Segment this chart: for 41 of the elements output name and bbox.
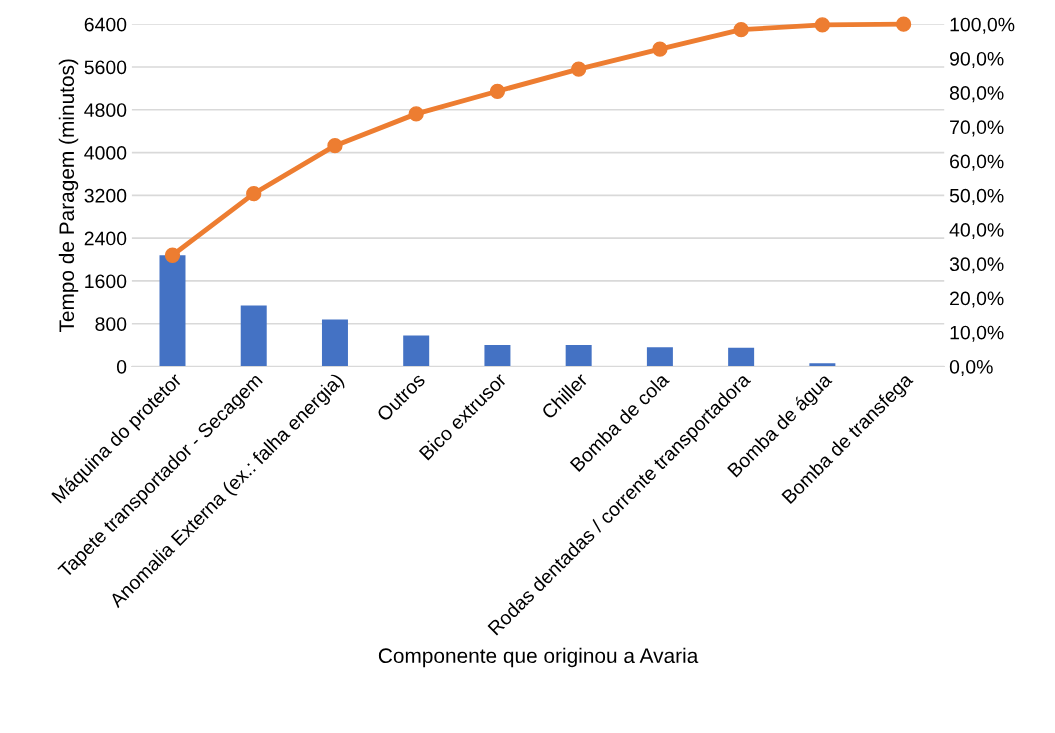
y-tick-label: 6400 [84, 17, 127, 32]
point [489, 83, 506, 99]
bar [403, 335, 430, 367]
y-tick-label: 4800 [84, 103, 127, 117]
bar [728, 347, 755, 367]
bar [646, 347, 673, 367]
bar [240, 305, 267, 367]
y2-tick-label: 20,0% [950, 291, 1004, 308]
point [895, 16, 912, 32]
bar [321, 319, 348, 367]
point [408, 106, 424, 122]
bar [809, 363, 836, 367]
y-tick-label: 1600 [85, 274, 127, 289]
y2-tick-label: 0,0% [949, 359, 993, 377]
point [733, 22, 749, 38]
point [571, 61, 587, 77]
y2-tick-label: 30,0% [949, 257, 1004, 274]
y2-tick-label: 40,0% [949, 223, 1004, 240]
point [814, 17, 831, 33]
bar [159, 255, 186, 367]
y-axis-title: Tempo de Paragem (minutos) [58, 59, 79, 333]
x-axis-title: Componente que originou a Avaria [378, 647, 699, 668]
point [164, 247, 181, 263]
y2-tick-label: 10,0% [950, 325, 1004, 342]
point [246, 185, 262, 202]
y-tick-label: 800 [95, 317, 127, 331]
y2-tick-label: 70,0% [950, 120, 1004, 137]
y2-tick-label: 80,0% [949, 86, 1004, 103]
y-tick-label: 3200 [84, 188, 127, 203]
y-tick-label: 2400 [84, 231, 127, 246]
bar [565, 345, 592, 367]
bar [484, 345, 511, 367]
point [652, 41, 668, 57]
y2-tick-label: 60,0% [950, 154, 1004, 171]
y2-tick-label: 100,0% [950, 17, 1015, 34]
y2-tick-label: 50,0% [949, 188, 1004, 205]
y2-tick-label: 90,0% [950, 51, 1004, 68]
y-tick-label: 4000 [84, 146, 127, 160]
y-tick-label: 5600 [84, 60, 127, 75]
point [327, 138, 343, 154]
y-tick-label: 0 [116, 359, 127, 374]
